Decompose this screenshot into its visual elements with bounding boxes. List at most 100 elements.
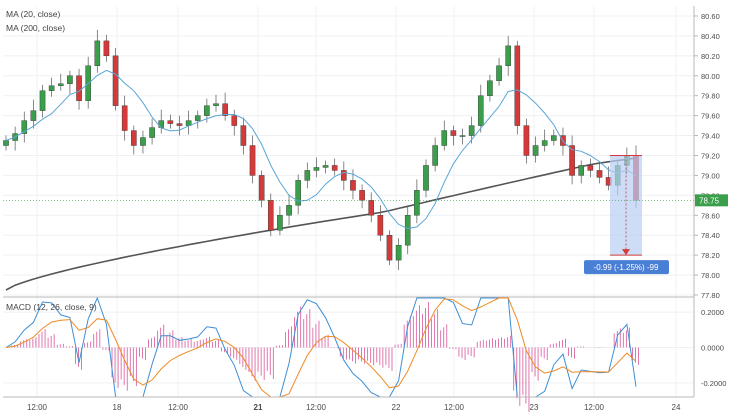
current-price-label: 78.75 <box>699 196 720 205</box>
candle-body <box>67 75 73 84</box>
candle-body <box>30 110 37 121</box>
candle-body <box>404 215 411 246</box>
candle-body <box>204 105 210 116</box>
candle-body <box>368 200 375 216</box>
current-price-tag <box>695 194 728 207</box>
price-tick-label: 77.80 <box>701 291 720 300</box>
price-tick-label: 78.00 <box>701 271 720 280</box>
measure-arrow-head <box>622 249 630 256</box>
candle-body <box>477 95 484 126</box>
candle-body <box>167 120 174 124</box>
x-tick-label: 12:00 <box>27 403 48 412</box>
candle-body <box>569 145 575 176</box>
candle-body <box>523 125 530 156</box>
ma200-path <box>5 157 637 291</box>
signal-line <box>5 297 637 398</box>
candle-body <box>487 80 493 96</box>
price-tick-label: 80.60 <box>701 12 720 21</box>
x-tick-label: 12:00 <box>306 403 327 412</box>
candle-body <box>194 115 201 121</box>
price-tick-label: 78.40 <box>701 231 720 240</box>
candle-body <box>359 190 365 201</box>
candle-body <box>459 135 466 137</box>
macd-panel <box>5 296 639 412</box>
price-tick-label: 79.80 <box>701 92 720 101</box>
candle-body <box>341 170 347 181</box>
candle-body <box>76 75 82 101</box>
candle-body <box>450 130 457 136</box>
price-tick-label: 78.60 <box>701 211 720 220</box>
price-tick-label: 79.20 <box>701 151 720 160</box>
candle-body <box>240 125 247 146</box>
candle-body <box>304 170 311 181</box>
candle-body <box>468 125 475 136</box>
candle-body <box>578 165 585 176</box>
candle-body <box>249 145 256 176</box>
x-tick-label: 18 <box>113 403 122 412</box>
candlestick-series <box>3 29 639 271</box>
candle-body <box>423 165 429 191</box>
candle-body <box>231 115 238 126</box>
measure-tool[interactable]: -0.99 (-1.25%) -99 <box>584 154 669 275</box>
candle-body <box>3 140 9 146</box>
candle-body <box>57 83 64 86</box>
x-tick-label: 12:00 <box>444 403 465 412</box>
candle-body <box>587 165 594 171</box>
candle-body <box>514 45 521 126</box>
candle-body <box>386 235 393 261</box>
candle-body <box>286 205 292 216</box>
candle-body <box>532 145 539 156</box>
candle-body <box>331 165 338 171</box>
candle-body <box>441 130 448 146</box>
candle-body <box>395 244 402 261</box>
candle-body <box>496 65 502 81</box>
candle-body <box>258 175 265 201</box>
price-tick-label: 78.20 <box>701 251 720 260</box>
candle-body <box>432 145 438 166</box>
candle-body <box>149 127 155 138</box>
candle-body <box>21 120 28 134</box>
candle-body <box>414 190 420 216</box>
candle-body <box>48 85 55 91</box>
macd-tick-label: -0.2000 <box>701 379 726 388</box>
candle-body <box>222 103 228 116</box>
price-tick-label: 80.00 <box>701 72 720 81</box>
candle-body <box>350 180 356 191</box>
x-tick-label: 22 <box>392 403 401 412</box>
macd-tick-label: 0.0000 <box>701 344 724 353</box>
ma200-line <box>5 157 637 291</box>
ma20-line <box>5 69 637 230</box>
price-tick-label: 79.00 <box>701 171 720 180</box>
x-tick-label: 21 <box>254 403 263 412</box>
ma200-legend: MA (200, close) <box>6 23 65 33</box>
measure-label: -0.99 (-1.25%) -99 <box>594 263 659 272</box>
candle-body <box>596 170 603 178</box>
axes: 12:00 18 12:00 21 12:00 22 12:00 23 12:00 24 80.60… <box>3 6 728 412</box>
candle-body <box>505 45 511 66</box>
price-tick-label: 79.40 <box>701 132 720 141</box>
candle-body <box>267 200 274 231</box>
candle-body <box>541 140 548 146</box>
price-tick-label: 80.20 <box>701 52 720 61</box>
candle-body <box>322 165 329 168</box>
candle-body <box>131 130 137 146</box>
candle-body <box>112 55 119 106</box>
macd-tick-label: 0.2000 <box>701 308 724 317</box>
candle-body <box>277 215 283 231</box>
x-tick-label: 24 <box>672 403 681 412</box>
price-tick-label: 80.40 <box>701 32 720 41</box>
candle-body <box>551 135 557 141</box>
candle-body <box>103 40 110 57</box>
candle-body <box>213 103 219 106</box>
x-tick-label: 23 <box>530 403 539 412</box>
ma20-legend: MA (20, close) <box>6 9 60 19</box>
ma20-path <box>5 69 637 230</box>
price-tick-label: 79.60 <box>701 112 720 121</box>
x-tick-label: 12:00 <box>584 403 605 412</box>
candle-body <box>39 90 46 111</box>
candle-body <box>121 105 128 131</box>
macd-legend: MACD (12, 26, close, 9) <box>6 302 97 312</box>
candle-body <box>377 215 384 236</box>
measure-label-bg <box>584 260 669 275</box>
